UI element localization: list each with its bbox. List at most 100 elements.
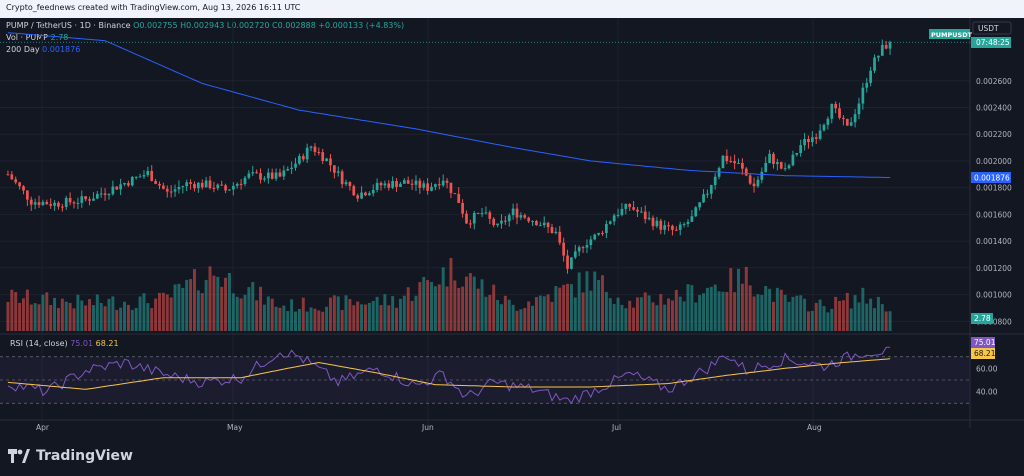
volume-bar: [45, 292, 49, 331]
volume-bar: [651, 302, 655, 331]
volume-bar: [853, 295, 857, 331]
volume-bar: [449, 257, 453, 331]
volume-bar: [880, 304, 884, 331]
volume-bar: [130, 309, 134, 331]
time-axis-label: Apr: [36, 423, 50, 432]
candle-body: [14, 179, 18, 183]
volume-bar: [729, 268, 733, 331]
candle-body: [783, 168, 787, 170]
candle-body: [655, 220, 659, 227]
candle-body: [278, 172, 282, 177]
volume-bar: [185, 279, 189, 331]
candle-body: [301, 155, 305, 160]
volume-bar: [826, 312, 830, 331]
tradingview-logo[interactable]: TradingView: [8, 448, 133, 464]
candle-body: [496, 223, 499, 226]
candle-body: [220, 184, 224, 186]
candle-body: [476, 212, 480, 214]
volume-bar: [68, 302, 72, 331]
candle-body: [566, 255, 569, 269]
candle-body: [620, 208, 624, 215]
tradingview-logo-icon: [8, 449, 30, 463]
volume-bar: [694, 302, 698, 331]
volume-bar: [492, 284, 496, 331]
volume-badge-label: 2.78: [974, 314, 991, 323]
volume-bar: [305, 311, 309, 331]
candle-body: [779, 162, 783, 169]
candle-body: [515, 208, 519, 218]
candle-body: [367, 193, 371, 196]
volume-bar: [616, 297, 620, 331]
volume-bar: [360, 304, 364, 331]
candle-body: [449, 182, 453, 194]
volume-bar: [348, 299, 352, 331]
volume-bar: [838, 300, 842, 331]
volume-bar: [422, 277, 426, 331]
candle-body: [465, 213, 468, 224]
candle-body: [733, 161, 736, 164]
candle-body: [748, 175, 752, 184]
candle-body: [127, 183, 130, 186]
ma-badge-label: 0.001876: [974, 174, 1010, 183]
candle-body: [154, 180, 157, 184]
candle-body: [263, 178, 266, 180]
volume-bar: [721, 291, 725, 331]
volume-bar: [325, 306, 329, 331]
volume-bar: [309, 307, 313, 331]
volume-bar: [519, 309, 523, 331]
volume-bar: [733, 292, 737, 331]
volume-bar: [29, 304, 33, 331]
countdown-label: 07:48:25: [976, 38, 1010, 47]
volume-bar: [169, 297, 173, 331]
candle-body: [410, 183, 414, 185]
candle-body: [554, 231, 558, 234]
candle-body: [869, 70, 872, 83]
candle-body: [251, 172, 255, 174]
candle-body: [158, 183, 161, 186]
volume-bar: [134, 307, 138, 331]
volume-bar: [150, 308, 154, 331]
candle-body: [853, 114, 857, 123]
candle-body: [99, 193, 103, 195]
candle-body: [519, 215, 523, 218]
candle-body: [375, 182, 379, 190]
candle-body: [379, 182, 383, 186]
volume-bar: [822, 306, 826, 331]
candle-body: [274, 172, 278, 179]
candle-body: [674, 229, 678, 231]
candle-body: [690, 216, 694, 222]
candle-body: [593, 234, 597, 240]
volume-bar: [99, 302, 103, 331]
footer: [0, 440, 1024, 476]
volume-bar: [803, 298, 807, 331]
volume-bar: [589, 290, 593, 331]
price-chart[interactable]: 0.002600 0.002400 0.002200 0.002000 0.001800…: [0, 18, 1024, 440]
volume-bar: [356, 301, 360, 331]
candle-body: [294, 163, 297, 168]
candle-body: [639, 211, 643, 213]
candle-body: [193, 183, 196, 189]
candle-body: [713, 176, 717, 186]
candle-body: [76, 202, 80, 204]
candle-body: [884, 44, 888, 49]
volume-bar: [6, 301, 10, 331]
volume-bar: [787, 301, 791, 331]
volume-bar: [554, 286, 558, 331]
volume-bar: [709, 286, 713, 331]
candle-body: [29, 199, 33, 205]
candle-body: [395, 181, 398, 187]
candle-body: [791, 154, 795, 166]
volume-bar: [142, 293, 146, 331]
volume-bar: [196, 290, 200, 331]
rsi-ma-label: 68.21: [974, 349, 996, 358]
candle-body: [313, 146, 317, 153]
volume-bar: [624, 308, 628, 331]
volume-bar: [76, 294, 80, 331]
candle-body: [880, 44, 884, 56]
candle-body: [830, 103, 834, 119]
volume-bar: [841, 300, 845, 331]
volume-bar: [60, 298, 64, 331]
legend-rsi-label: RSI (14, close): [10, 339, 68, 348]
candle-body: [430, 186, 433, 191]
volume-bar: [18, 302, 22, 331]
